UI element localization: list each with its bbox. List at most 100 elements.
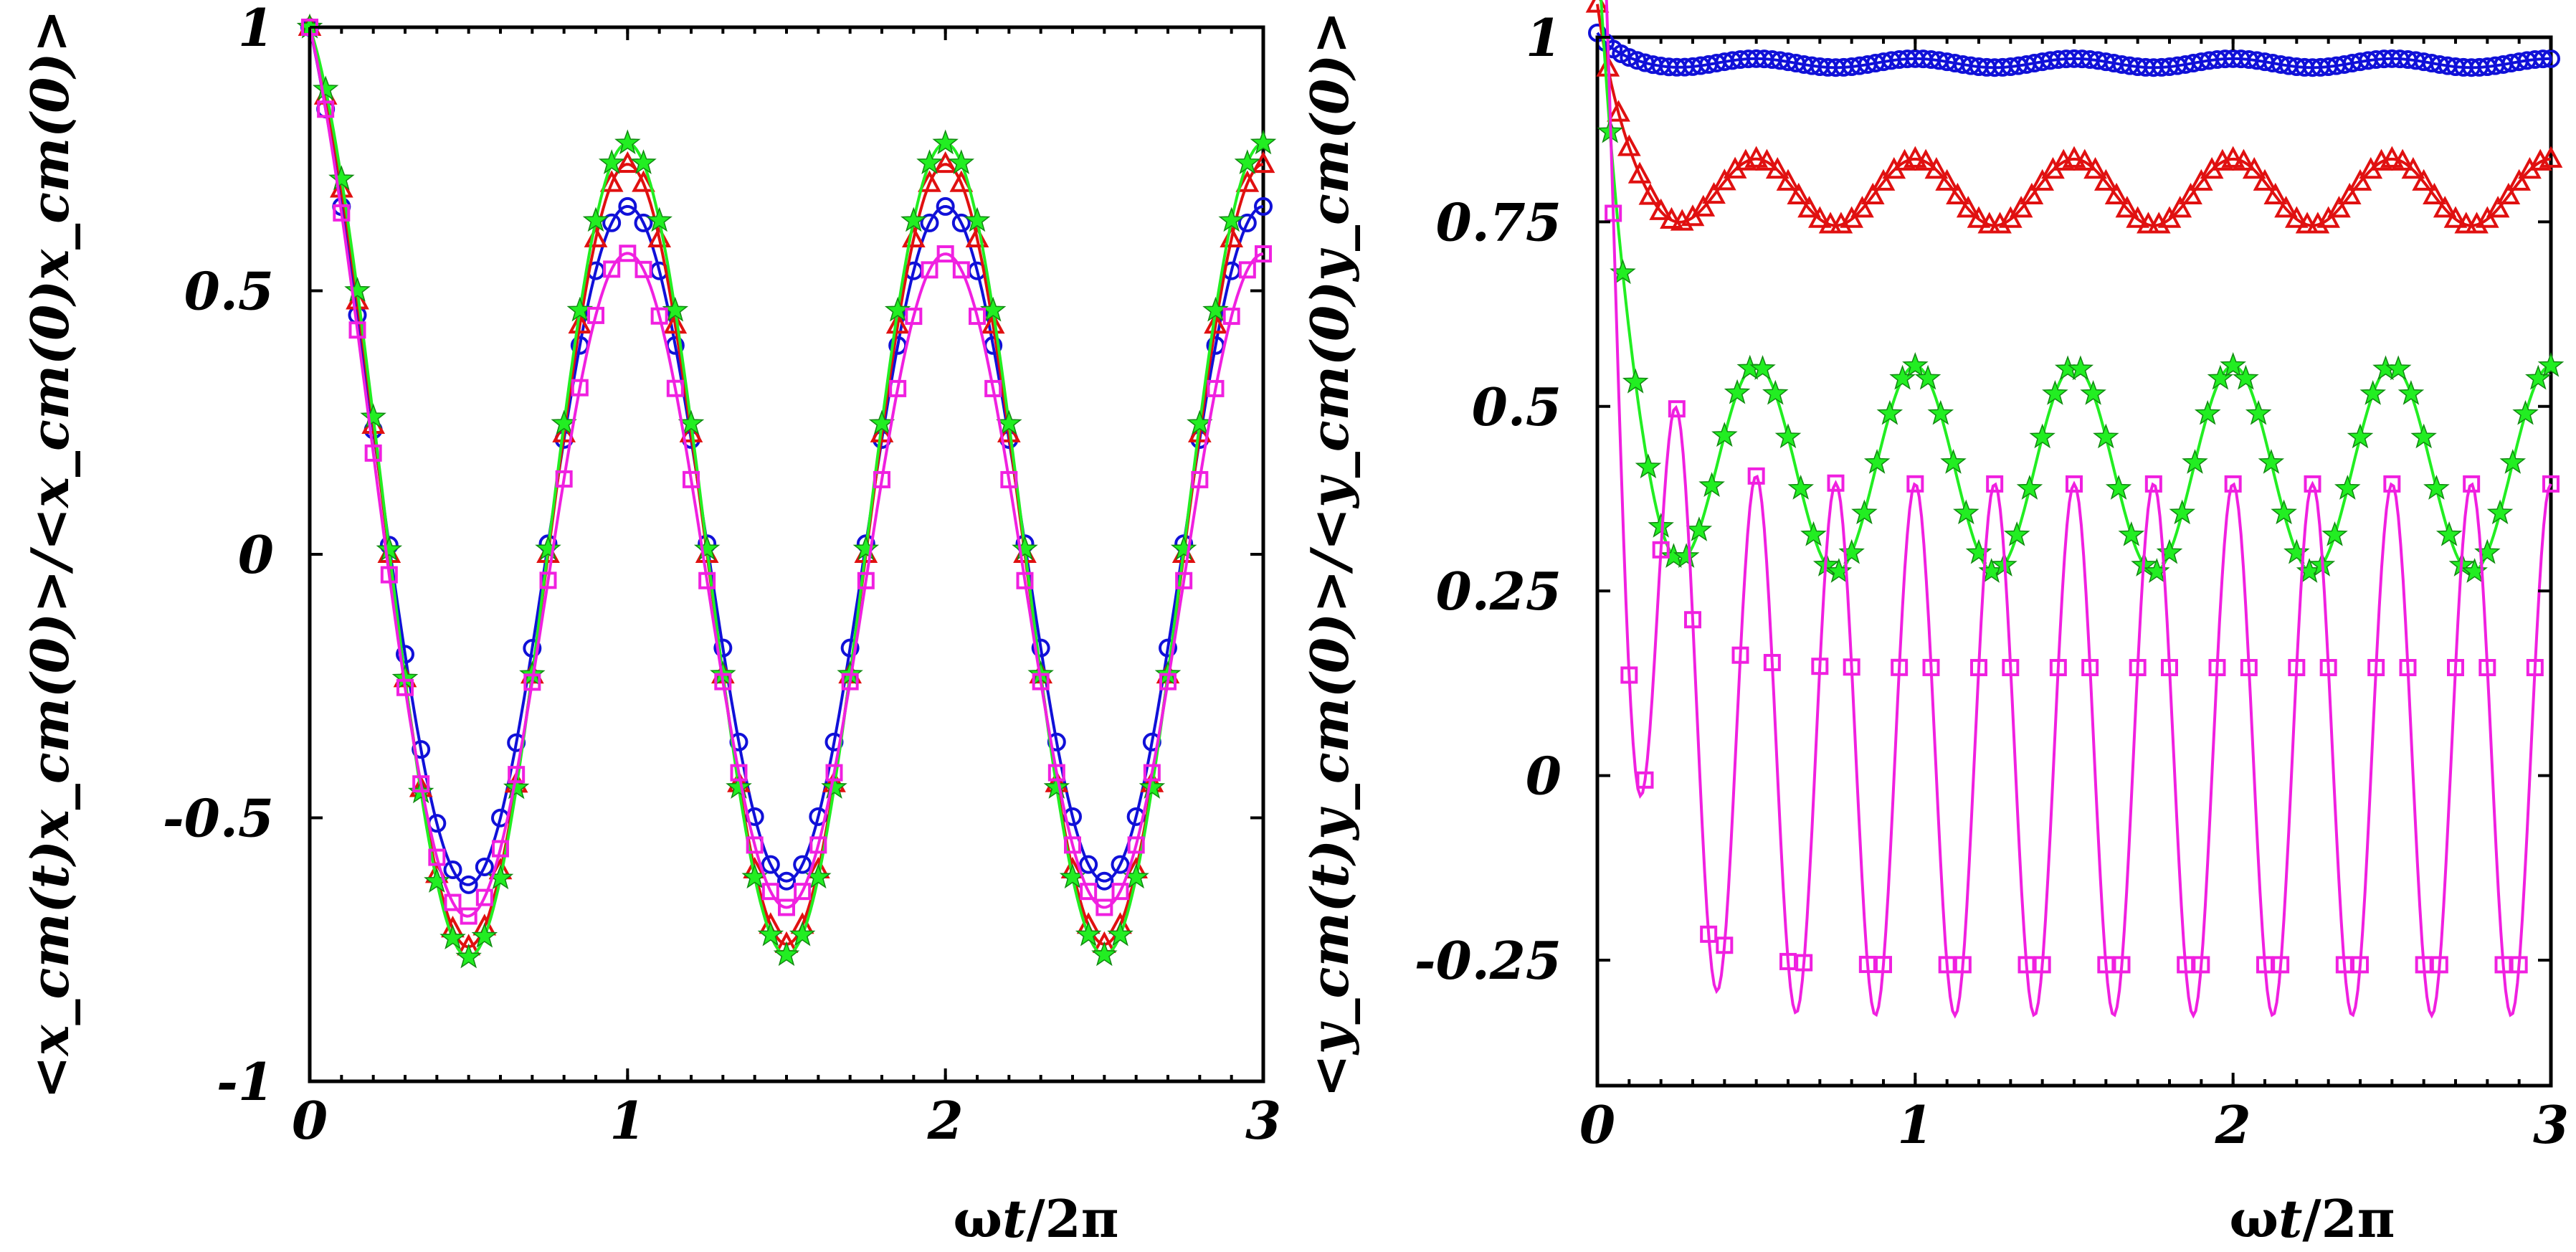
triangle-data-point: [2232, 148, 2256, 171]
circle-data-point: [2533, 49, 2552, 69]
x-tick-label: 2: [927, 1090, 964, 1151]
star-data-point: [360, 403, 386, 429]
square-data-point: [1700, 925, 1718, 943]
triangle-data-point: [568, 311, 592, 334]
triangle-data-point: [1956, 196, 1980, 218]
square-data-point: [539, 572, 557, 589]
square-data-point: [1858, 955, 1876, 973]
triangle-data-point: [1251, 151, 1275, 174]
square-data-point: [1906, 475, 1924, 493]
star-data-point: [964, 207, 991, 232]
square-data-point: [2288, 659, 2306, 677]
star-data-point: [1170, 535, 1197, 561]
square-data-point: [380, 566, 398, 584]
star-data-point: [2144, 558, 2170, 583]
square-data-point: [841, 673, 859, 691]
x-tick-label: 3: [1245, 1090, 1281, 1151]
circle-data-point: [1079, 855, 1098, 874]
star-data-point: [1825, 558, 1853, 583]
triangle-data-point: [1967, 206, 1991, 228]
square-data-point: [2399, 659, 2417, 677]
star-data-point: [2182, 449, 2208, 474]
square-data-point: [2272, 956, 2290, 974]
star-data-point: [344, 277, 371, 302]
star-data-point: [2359, 379, 2386, 405]
triangle-data-point: [615, 151, 640, 174]
square-data-point: [1175, 572, 1193, 589]
circle-data-point: [412, 740, 431, 759]
square-data-point: [571, 379, 589, 397]
star-data-point: [2347, 423, 2374, 449]
star-data-point: [2169, 499, 2195, 525]
star-data-point: [1953, 499, 1979, 525]
square-data-point: [1111, 883, 1129, 901]
triangle-data-point: [2073, 148, 2097, 171]
y-tick-label: 0.5: [1472, 376, 1562, 437]
triangle-data-point: [1691, 194, 1716, 217]
triangle-data-point: [2465, 212, 2489, 234]
star-data-point: [614, 129, 641, 155]
triangle-data-point: [2147, 212, 2171, 234]
square-data-point: [2510, 956, 2528, 974]
square-data-point: [1795, 954, 1813, 972]
star-data-point: [1635, 453, 1662, 479]
triangle-data-point: [2327, 196, 2351, 218]
star-data-point: [1787, 474, 1814, 500]
star-data-point: [1800, 521, 1827, 546]
x-tick-label: 3: [2533, 1094, 2569, 1155]
star-data-point: [1673, 543, 1700, 568]
square-data-point: [857, 572, 875, 589]
star-data-point: [630, 149, 657, 174]
star-data-point: [916, 149, 943, 174]
triangle-data-point: [2412, 169, 2436, 191]
square-data-point: [1891, 658, 1909, 676]
star-data-point: [2461, 558, 2488, 583]
triangle-data-point: [1649, 198, 1673, 220]
square-data-point: [1222, 308, 1240, 326]
circle-data-point: [1111, 855, 1130, 874]
square-data-point: [523, 673, 541, 691]
triangle-data-point: [2423, 182, 2446, 205]
star-data-point: [1889, 364, 1916, 390]
square-data-point: [317, 100, 335, 118]
triangle-data-point: [1638, 183, 1663, 205]
triangle-data-point: [2486, 196, 2510, 218]
star-data-point: [1234, 149, 1261, 174]
triangle-series-line: [308, 27, 1264, 949]
square-data-point: [2430, 956, 2448, 974]
triangle-data-point: [1787, 182, 1811, 205]
triangle-data-point: [663, 312, 688, 334]
square-data-point: [1779, 952, 1797, 970]
triangle-series-line: [1596, 4, 2552, 227]
square-data-point: [2415, 956, 2433, 974]
square-data-point: [1954, 956, 1972, 974]
square-data-point: [635, 260, 652, 278]
square-data-point: [698, 572, 716, 589]
square-data-point: [1843, 658, 1860, 676]
star-data-point: [1762, 379, 1789, 405]
square-data-point: [603, 260, 621, 278]
square-data-point: [1716, 936, 1734, 954]
triangle-data-point: [2189, 169, 2213, 191]
square-data-point: [794, 883, 812, 901]
star-data-point: [1698, 472, 1725, 497]
square-data-point: [969, 308, 986, 326]
square-data-point: [1763, 653, 1781, 671]
star-data-point: [1202, 296, 1229, 322]
circle-data-point: [1031, 638, 1050, 658]
star-data-point: [1043, 774, 1070, 799]
square-data-point: [761, 883, 779, 901]
square-data-point: [619, 245, 637, 262]
star-data-point: [2093, 423, 2119, 449]
square-data-point: [2463, 475, 2481, 493]
star-data-point: [2525, 364, 2552, 390]
triangle-data-point: [2009, 196, 2033, 218]
square-data-point: [1238, 261, 1256, 279]
star-data-point: [2003, 521, 2030, 546]
star-data-point: [1965, 539, 1992, 564]
square-data-point: [2049, 659, 2067, 677]
circle-data-point: [951, 213, 971, 232]
star-data-point: [582, 207, 609, 232]
star-data-point: [1139, 774, 1166, 799]
triangle-data-point: [2380, 146, 2404, 168]
